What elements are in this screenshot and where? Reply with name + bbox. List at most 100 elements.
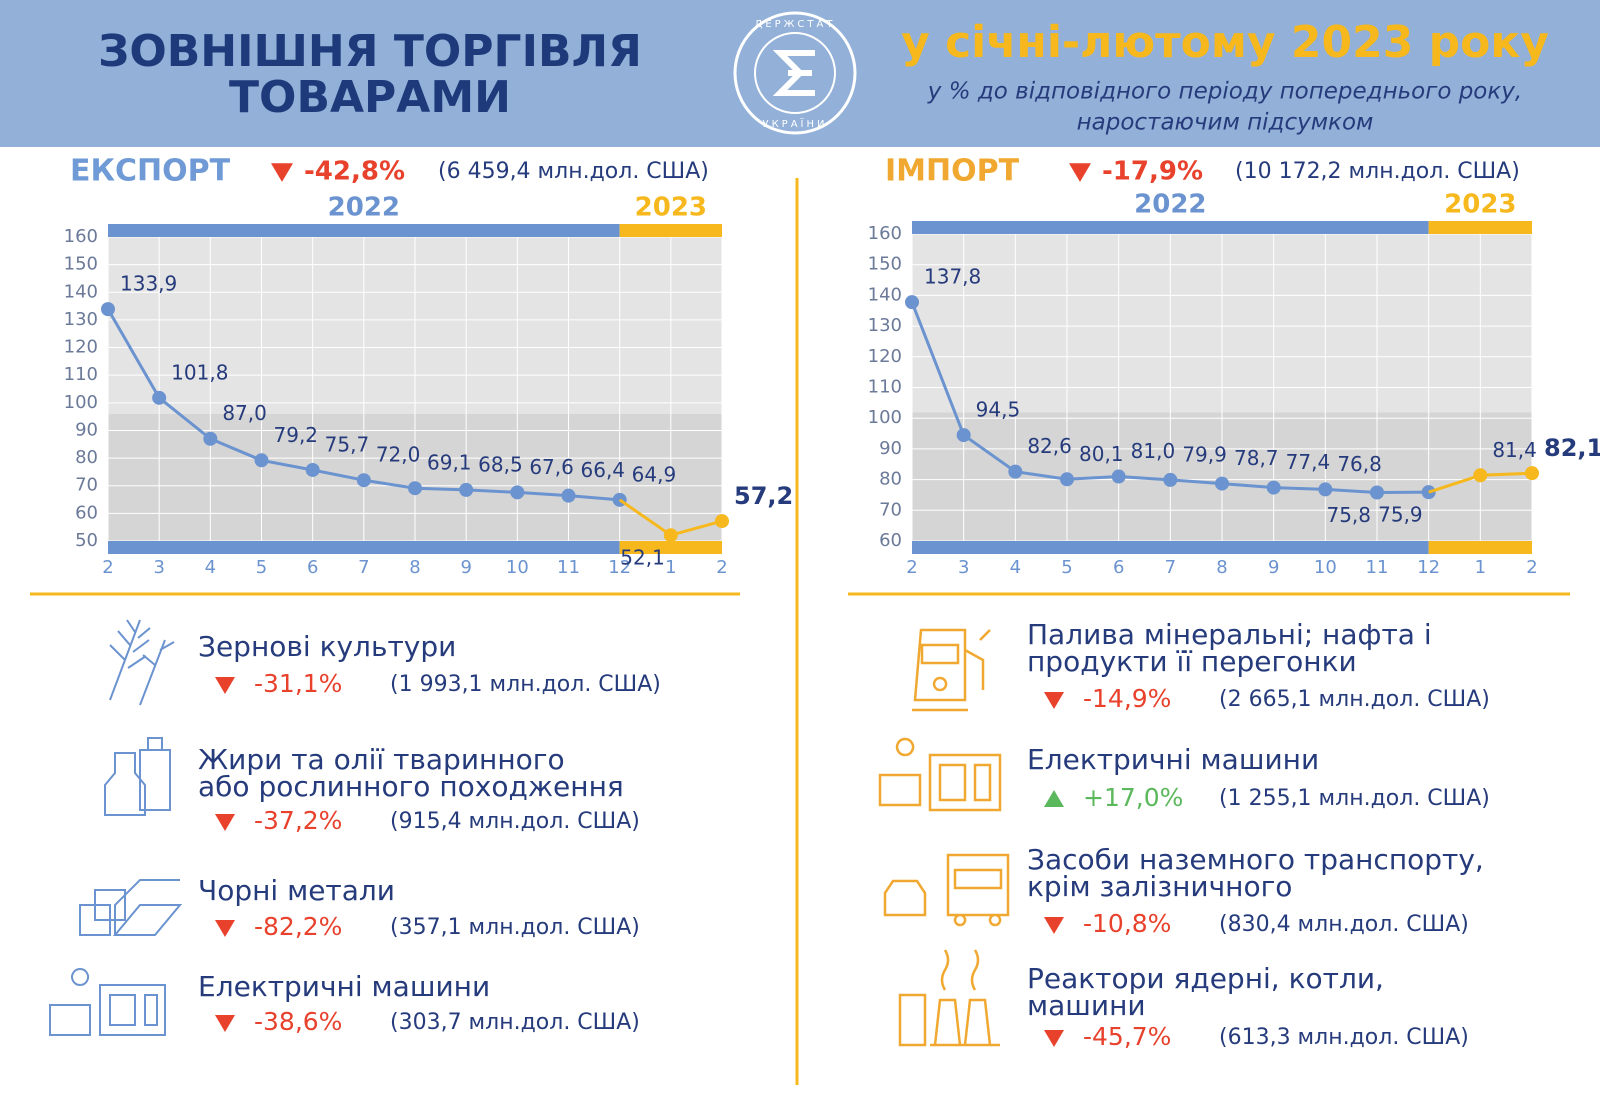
marker [459,482,474,497]
value-label: 75,8 [1326,503,1371,527]
marker [1215,476,1229,491]
value-label: 81,0 [1131,439,1176,463]
period: у січні-лютому 2023 року [901,17,1549,68]
year-label: 2022 [328,193,400,223]
icons [49,619,183,1036]
total: (10 172,2 млн.дол. США) [1235,159,1520,184]
icon [104,737,171,816]
item-name: Електричні машини [198,970,490,1003]
marker [956,428,971,443]
y-tick-label: 100 [868,407,902,428]
marker [1008,464,1023,479]
year-band [108,541,620,554]
item-change: -45,7% [1083,1022,1171,1051]
item-total: (915,4 млн.дол. США) [390,809,640,834]
item-total: (830,4 млн.дол. США) [1219,912,1469,937]
arrow-icon [1044,917,1064,934]
subtitle: наростаючим підсумком [1077,110,1374,136]
y-tick-label: 140 [64,281,98,302]
icon [79,879,183,936]
item-change: -10,8% [1083,909,1171,938]
x-tick-label: 5 [1061,557,1072,578]
logo [754,32,836,114]
item-total: (1 993,1 млн.дол. США) [390,672,661,697]
line [1480,471,1533,477]
x-tick-label: 4 [205,557,216,578]
marker [663,528,678,543]
value-label: 80,1 [1079,442,1124,466]
arrow-icon [215,814,235,831]
marker [1266,480,1281,495]
icon [883,853,1010,927]
year-band [912,221,1429,234]
value-label: 133,9 [120,272,177,296]
arrow-icon [271,163,293,182]
y-tick-label: 110 [64,364,98,385]
marker [101,302,115,317]
x-tick-label: 11 [557,557,580,578]
item-name: продукти її перегонки [1027,645,1357,678]
marker [254,453,269,468]
marker [510,485,525,500]
y-tick-label: 90 [75,419,98,440]
marker [1525,466,1539,481]
x-tick-label: 4 [1010,557,1021,578]
change: -17,9% [1102,157,1203,187]
value-label: 78,7 [1234,446,1279,470]
value-label: 82,1 [1544,434,1600,462]
item-name: машини [1027,989,1146,1022]
year-label: 2023 [635,193,707,223]
y-tick-label: 60 [75,502,98,523]
arrow-icon [1044,790,1064,807]
x-tick-label: 3 [153,557,164,578]
year-label: 2022 [1134,190,1206,220]
x-tick-label: 1 [665,557,676,578]
arrow-icon [1069,163,1091,182]
subtitle: у % до відповідного періоду попереднього… [927,79,1522,105]
x-tick-label: 2 [906,557,917,578]
icon [912,628,991,712]
item-change: -38,6% [254,1007,342,1036]
item-name: або рослинного походження [198,770,624,803]
item-name: крім залізничного [1027,870,1292,903]
marker [408,481,422,496]
icons [878,628,1010,1047]
y-tick-label: 70 [879,499,902,520]
year-band [1428,541,1532,554]
value-label: 64,9 [632,462,677,486]
value-label: 94,5 [976,398,1021,422]
value-label: 79,9 [1182,442,1227,466]
x-tick-label: 12 [1417,557,1440,578]
value-label: 79,2 [274,423,319,447]
year-band [912,541,1429,554]
x-tick-label: 6 [1113,557,1124,578]
x-tick-label: 1 [1475,557,1486,578]
value-label: 75,9 [1378,503,1423,527]
item-name: Палива мінеральні; нафта і [1027,618,1432,651]
value-label: 76,8 [1337,452,1382,476]
y-tick-label: 100 [64,392,98,413]
title: ТОВАРАМИ [229,72,511,123]
value-label: 87,0 [222,401,267,425]
value-label: 68,5 [478,452,523,476]
item-name: Жири та олії тваринного [198,743,565,776]
x-tick-label: 7 [358,557,369,578]
chart-title: ІМПОРТ [885,154,1020,189]
logo [772,50,815,96]
item-name: Засоби наземного транспорту, [1027,843,1484,876]
marker [305,462,320,477]
y-tick-label: 60 [879,530,902,551]
value-label: 75,7 [325,432,370,456]
x-tick-label: 7 [1165,557,1176,578]
y-tick-label: 130 [64,309,98,330]
x-tick-label: 2 [716,557,727,578]
y-tick-label: 50 [75,530,98,551]
y-tick-label: 80 [75,447,98,468]
item-total: (357,1 млн.дол. США) [390,915,640,940]
y-tick-label: 120 [64,337,98,358]
item-change: +17,0% [1083,783,1183,812]
value-label: 77,4 [1286,450,1331,474]
arrow-icon [1044,1030,1064,1047]
